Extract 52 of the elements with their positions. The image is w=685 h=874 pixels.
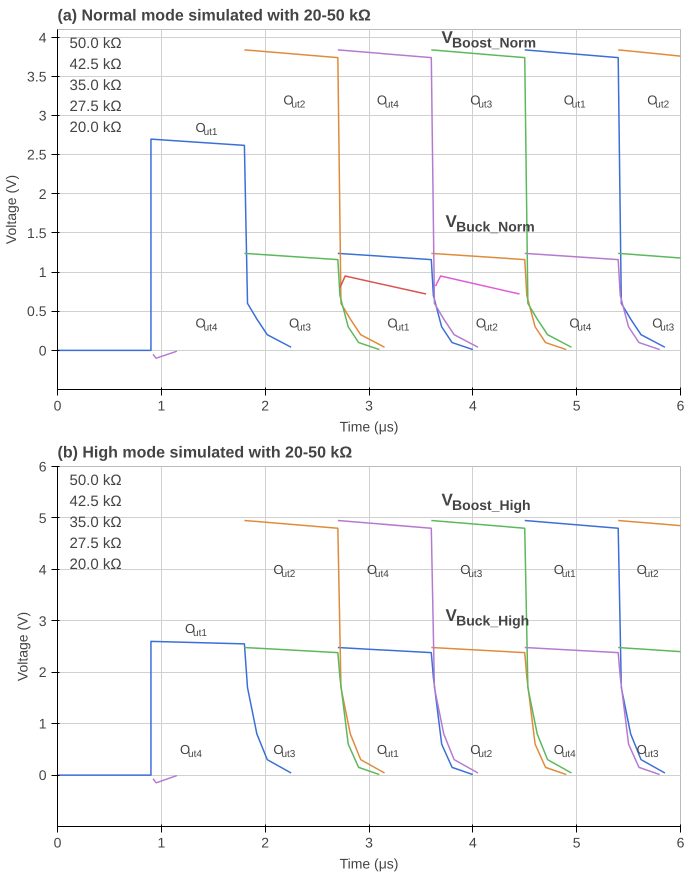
y-tick-label: 1 bbox=[38, 264, 47, 280]
y-tick-label: 2.5 bbox=[27, 146, 47, 163]
y-tick-label: 3.5 bbox=[27, 68, 47, 84]
y-tick-label: 5 bbox=[38, 510, 47, 526]
line-series bbox=[524, 252, 660, 350]
annotation: 35.0 kΩ bbox=[70, 77, 122, 94]
y-axis-title: Voltage (V) bbox=[3, 174, 20, 244]
x-tick-label: 1 bbox=[157, 398, 166, 414]
annotation: 50.0 kΩ bbox=[70, 35, 122, 52]
x-axis-title: Time (μs) bbox=[340, 856, 398, 872]
annotation: 20.0 kΩ bbox=[70, 556, 122, 573]
x-tick-label: 3 bbox=[365, 834, 374, 850]
annotation: 42.5 kΩ bbox=[70, 56, 122, 73]
line-series bbox=[524, 646, 660, 776]
line-series bbox=[430, 252, 568, 350]
y-tick-label: 3 bbox=[38, 612, 47, 629]
annotation: 50.0 kΩ bbox=[70, 472, 122, 489]
y-tick-label: 0 bbox=[38, 767, 47, 784]
x-tick-label: 0 bbox=[54, 398, 62, 414]
y-tick-label: 3 bbox=[38, 108, 47, 124]
x-tick-label: 1 bbox=[157, 834, 166, 850]
x-tick-label: 5 bbox=[572, 398, 581, 414]
chart-title: (a) Normal mode simulated with 20-50 kΩ bbox=[58, 8, 372, 24]
y-tick-label: 1 bbox=[38, 716, 47, 732]
x-axis-title: Time (μs) bbox=[340, 418, 398, 434]
x-tick-label: 6 bbox=[676, 834, 685, 850]
x-tick-label: 3 bbox=[365, 398, 374, 414]
chart-title: (b) High mode simulated with 20-50 kΩ bbox=[58, 444, 352, 462]
y-tick-label: 0 bbox=[38, 342, 47, 358]
annotation: 27.5 kΩ bbox=[70, 98, 122, 115]
x-tick-label: 6 bbox=[676, 398, 685, 414]
annotation: 27.5 kΩ bbox=[70, 535, 122, 552]
line-series bbox=[337, 252, 474, 350]
annotation: 42.5 kΩ bbox=[70, 493, 122, 510]
x-tick-label: 5 bbox=[572, 834, 581, 850]
x-tick-label: 2 bbox=[261, 398, 270, 414]
x-tick-label: 2 bbox=[261, 834, 270, 850]
y-tick-label: 1.5 bbox=[27, 224, 47, 241]
y-tick-label: 4 bbox=[38, 561, 47, 578]
annotation: 35.0 kΩ bbox=[70, 514, 122, 531]
x-tick-label: 0 bbox=[54, 834, 62, 850]
y-tick-label: 2 bbox=[38, 664, 47, 680]
annotation: 20.0 kΩ bbox=[70, 119, 122, 136]
x-tick-label: 4 bbox=[468, 398, 477, 414]
line-series bbox=[244, 49, 386, 348]
y-tick-label: 2 bbox=[38, 186, 47, 202]
y-tick-label: 6 bbox=[38, 458, 47, 474]
line-series bbox=[244, 252, 380, 350]
y-tick-label: 0.5 bbox=[27, 303, 47, 320]
x-tick-label: 4 bbox=[468, 834, 477, 850]
y-axis-title: Voltage (V) bbox=[14, 612, 31, 682]
y-tick-label: 4 bbox=[38, 29, 47, 46]
